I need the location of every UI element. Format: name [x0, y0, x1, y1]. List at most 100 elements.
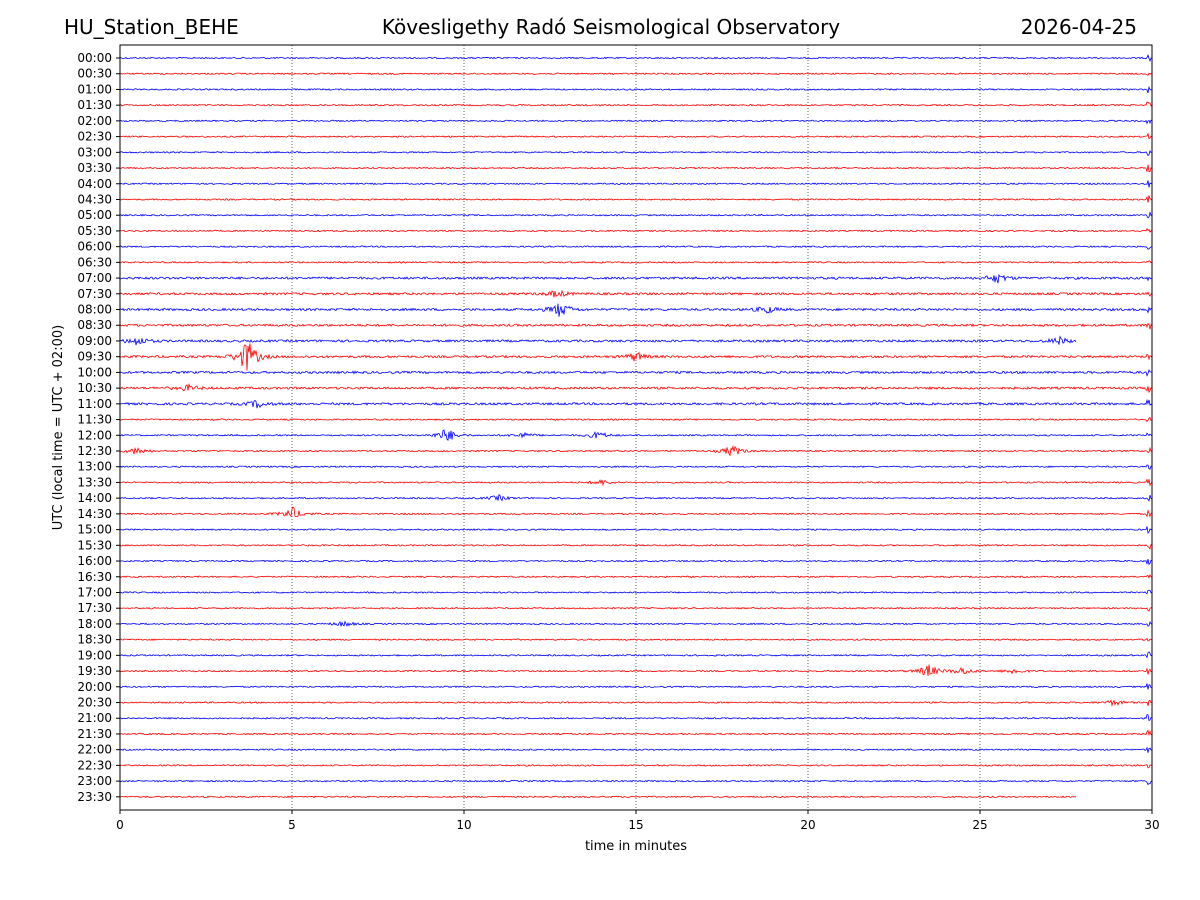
y-tick-label: 19:30	[77, 664, 112, 678]
y-tick-label: 20:00	[77, 680, 112, 694]
y-tick-label: 12:30	[77, 444, 112, 458]
plot-date: 2026-04-25	[1020, 15, 1137, 39]
y-tick-label: 02:30	[77, 130, 112, 144]
x-tick-label: 25	[972, 818, 987, 832]
trace-0700	[119, 273, 1153, 284]
trace-0000	[119, 53, 1153, 63]
x-tick-label: 5	[288, 818, 296, 832]
x-tick-label: 30	[1144, 818, 1159, 832]
y-tick-label: 14:00	[77, 491, 112, 505]
y-tick-label: 20:30	[77, 696, 112, 710]
trace-2130	[119, 729, 1153, 737]
trace-0800	[119, 303, 1153, 317]
trace-1000	[119, 369, 1153, 377]
trace-0100	[119, 85, 1153, 94]
trace-0030	[119, 72, 1153, 76]
trace-0500	[119, 211, 1153, 219]
trace-0630	[119, 260, 1153, 264]
trace-1500	[119, 526, 1153, 534]
y-tick-label: 05:30	[77, 224, 112, 238]
x-tick-label: 0	[116, 818, 124, 832]
trace-1330	[119, 478, 1153, 487]
y-tick-label: 10:00	[77, 365, 112, 379]
trace-1230	[119, 445, 1153, 457]
trace-1100	[119, 398, 1153, 409]
y-tick-label: 00:30	[77, 67, 112, 81]
y-tick-label: 03:30	[77, 161, 112, 175]
x-axis-label: time in minutes	[585, 839, 687, 854]
y-tick-label: 21:30	[77, 727, 112, 741]
trace-1600	[119, 558, 1153, 566]
y-tick-label: 07:30	[77, 287, 112, 301]
y-tick-label: 19:00	[77, 648, 112, 662]
y-tick-label: 18:30	[77, 633, 112, 647]
trace-0430	[119, 194, 1153, 203]
trace-1400	[119, 493, 1153, 502]
trace-1300	[119, 464, 1153, 470]
trace-2200	[119, 746, 1153, 753]
trace-0330	[119, 164, 1153, 173]
y-tick-label: 18:00	[77, 617, 112, 631]
trace-2100	[119, 714, 1153, 722]
trace-1900	[119, 651, 1153, 659]
y-tick-label: 04:00	[77, 177, 112, 191]
trace-1200	[119, 429, 1153, 441]
y-tick-label: 23:00	[77, 774, 112, 788]
trace-1130	[119, 416, 1153, 423]
y-tick-label: 22:00	[77, 743, 112, 757]
y-tick-label: 23:30	[77, 790, 112, 804]
trace-1800	[119, 620, 1153, 627]
y-tick-label: 13:00	[77, 460, 112, 474]
y-tick-label: 05:00	[77, 208, 112, 222]
y-tick-label: 01:30	[77, 98, 112, 112]
y-tick-label: 13:30	[77, 475, 112, 489]
trace-0530	[119, 227, 1153, 233]
y-tick-label: 08:30	[77, 318, 112, 332]
trace-0200	[119, 119, 1153, 125]
trace-0730	[119, 289, 1153, 298]
y-tick-label: 08:00	[77, 303, 112, 317]
observatory-title: Kövesligethy Radó Seismological Observat…	[381, 15, 841, 39]
trace-0130	[119, 101, 1153, 107]
y-tick-label: 21:00	[77, 711, 112, 725]
y-tick-label: 10:30	[77, 381, 112, 395]
trace-1730	[119, 606, 1153, 612]
y-tick-label: 07:00	[77, 271, 112, 285]
y-tick-label: 11:30	[77, 413, 112, 427]
trace-1930	[119, 664, 1153, 676]
y-tick-label: 16:00	[77, 554, 112, 568]
trace-group	[119, 53, 1153, 799]
y-tick-label: 04:30	[77, 192, 112, 206]
x-tick-label: 10	[456, 818, 471, 832]
y-tick-label: 02:00	[77, 114, 112, 128]
y-tick-label: 22:30	[77, 758, 112, 772]
y-tick-label: 06:30	[77, 255, 112, 269]
trace-1430	[119, 506, 1153, 518]
y-tick-label: 16:30	[77, 570, 112, 584]
trace-0300	[119, 150, 1153, 157]
y-tick-label: 17:00	[77, 585, 112, 599]
y-tick-label: 15:00	[77, 523, 112, 537]
trace-0400	[119, 180, 1153, 188]
y-tick-label: 15:30	[77, 538, 112, 552]
trace-1530	[119, 543, 1153, 550]
y-tick-label: 00:00	[77, 51, 112, 65]
trace-0930	[119, 343, 1153, 371]
y-tick-label: 03:00	[77, 145, 112, 159]
station-name: HU_Station_BEHE	[64, 15, 239, 39]
y-tick-label: 09:30	[77, 350, 112, 364]
trace-2300	[119, 779, 1153, 786]
trace-1030	[119, 382, 1153, 394]
x-tick-label: 15	[628, 818, 643, 832]
trace-1630	[119, 573, 1153, 579]
trace-2000	[119, 683, 1153, 690]
y-tick-label: 11:00	[77, 397, 112, 411]
trace-0830	[119, 322, 1153, 330]
trace-2230	[119, 764, 1153, 769]
trace-0230	[119, 132, 1153, 140]
y-tick-label: 12:00	[77, 428, 112, 442]
grid-lines	[291, 45, 981, 810]
y-tick-label: 09:00	[77, 334, 112, 348]
